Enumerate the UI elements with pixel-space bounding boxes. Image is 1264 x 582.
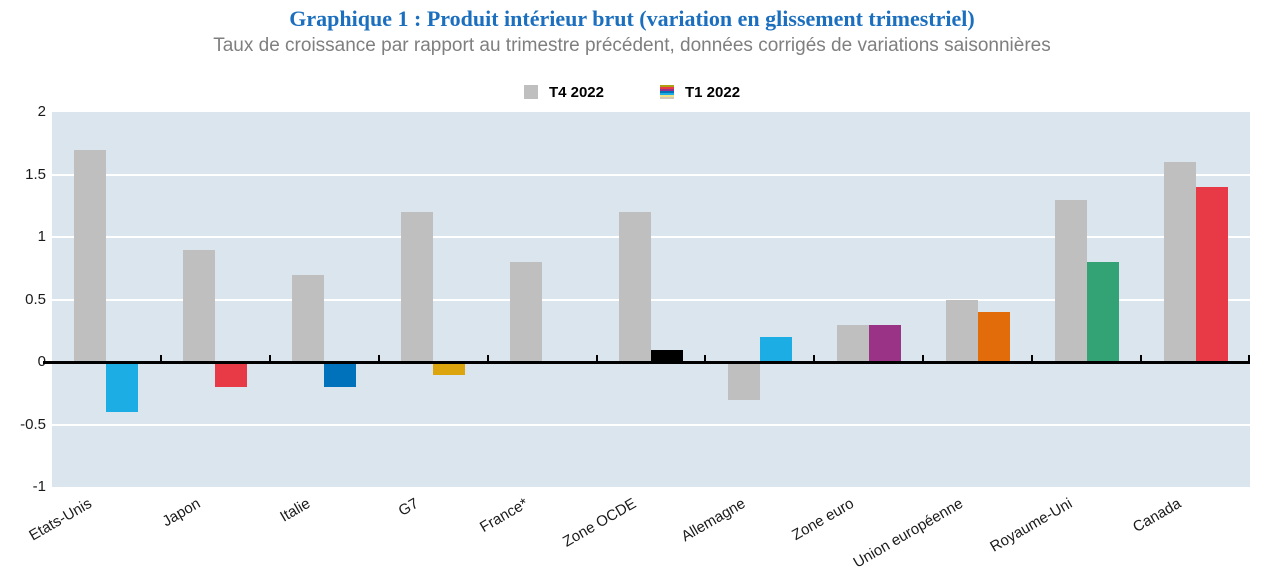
gridline-0.5 bbox=[52, 298, 1250, 301]
x-axis-tick bbox=[268, 355, 271, 362]
x-tick-label-allemagne: Allemagne bbox=[678, 495, 749, 546]
x-axis-tick bbox=[1248, 355, 1250, 362]
x-tick-label-g7: G7 bbox=[395, 495, 422, 520]
bar-t1-canada bbox=[1195, 187, 1228, 362]
y-tick-label-1.5: 1.5 bbox=[25, 165, 46, 183]
bar-t1-etats-unis bbox=[106, 362, 139, 412]
x-axis-tick bbox=[922, 355, 925, 362]
x-axis-tick bbox=[486, 355, 489, 362]
y-tick-label--0.5: -0.5 bbox=[20, 415, 46, 433]
x-axis-zero-line bbox=[52, 360, 1250, 364]
bar-t4-japon bbox=[183, 249, 216, 362]
x-tick-label-canada: Canada bbox=[1130, 495, 1185, 536]
bar-t1-italie bbox=[324, 362, 357, 387]
bar-t4-zone-euro bbox=[836, 324, 869, 362]
gridline-1.5 bbox=[52, 173, 1250, 176]
bar-t1-zone-ocde bbox=[651, 349, 683, 362]
y-tick-label--1: -1 bbox=[32, 478, 46, 495]
chart-subtitle: Taux de croissance par rapport au trimes… bbox=[213, 35, 1051, 56]
bar-t4-italie bbox=[292, 274, 325, 362]
y-axis-zero-tick bbox=[43, 360, 52, 364]
gridline-1 bbox=[52, 236, 1250, 238]
y-tick-label-0.5: 0.5 bbox=[25, 290, 46, 308]
bar-t4-royaume-uni bbox=[1054, 199, 1087, 362]
bar-t1-allemagne bbox=[759, 337, 792, 362]
x-axis-tick bbox=[1031, 355, 1034, 362]
bar-t1-union-europ-enne bbox=[977, 312, 1010, 362]
chart-title: Graphique 1 : Produit intérieur brut (va… bbox=[289, 6, 975, 31]
x-axis-tick bbox=[159, 355, 162, 362]
bar-t4-allemagne bbox=[727, 362, 760, 400]
bar-t4-zone-ocde bbox=[619, 212, 651, 362]
legend-item-t4-2022: T4 2022 bbox=[523, 83, 604, 101]
legend-item-t1-2022: T1 2022 bbox=[660, 84, 740, 101]
bar-t1-japon bbox=[215, 362, 248, 387]
bar-t4-union-europ-enne bbox=[945, 299, 978, 362]
legend-label-t4-2022: T4 2022 bbox=[548, 83, 604, 101]
y-tick-label-0: 0 bbox=[37, 353, 46, 370]
bar-t1-g7 bbox=[433, 362, 466, 375]
legend-label-t1-2022: T1 2022 bbox=[685, 83, 741, 101]
t4-2022-swatch-icon bbox=[523, 85, 538, 99]
x-tick-label-zone-ocde: Zone OCDE bbox=[560, 495, 640, 551]
x-tick-label-japon: Japon bbox=[159, 495, 204, 531]
y-tick-label-1: 1 bbox=[37, 228, 46, 245]
y-tick-label-2: 2 bbox=[37, 103, 46, 120]
t1-2022-swatch-icon bbox=[660, 85, 674, 99]
bar-t4-canada bbox=[1163, 162, 1196, 362]
x-tick-label-france: France* bbox=[476, 495, 531, 536]
bar-t4-g7 bbox=[401, 212, 434, 362]
gridline--0.5 bbox=[52, 423, 1250, 426]
x-axis-tick bbox=[595, 355, 598, 362]
x-axis-tick bbox=[704, 355, 707, 362]
x-tick-label-zone-euro: Zone euro bbox=[789, 495, 858, 544]
x-tick-label-royaume-uni: Royaume-Uni bbox=[987, 495, 1076, 556]
bar-t4-france bbox=[510, 262, 543, 362]
bar-t1-zone-euro bbox=[868, 324, 901, 362]
chart-legend: T4 2022 T1 2022 bbox=[0, 82, 1264, 102]
x-axis-tick bbox=[813, 355, 816, 362]
bar-t4-etats-unis bbox=[74, 149, 107, 362]
bar-t1-royaume-uni bbox=[1086, 262, 1119, 362]
x-axis-tick bbox=[1140, 355, 1143, 362]
x-tick-label-union-europ-enne: Union européenne bbox=[850, 495, 967, 572]
plot-area bbox=[52, 112, 1250, 487]
x-tick-label-italie: Italie bbox=[276, 495, 313, 526]
x-axis-tick bbox=[377, 355, 380, 362]
x-tick-label-etats-unis: Etats-Unis bbox=[26, 495, 95, 545]
